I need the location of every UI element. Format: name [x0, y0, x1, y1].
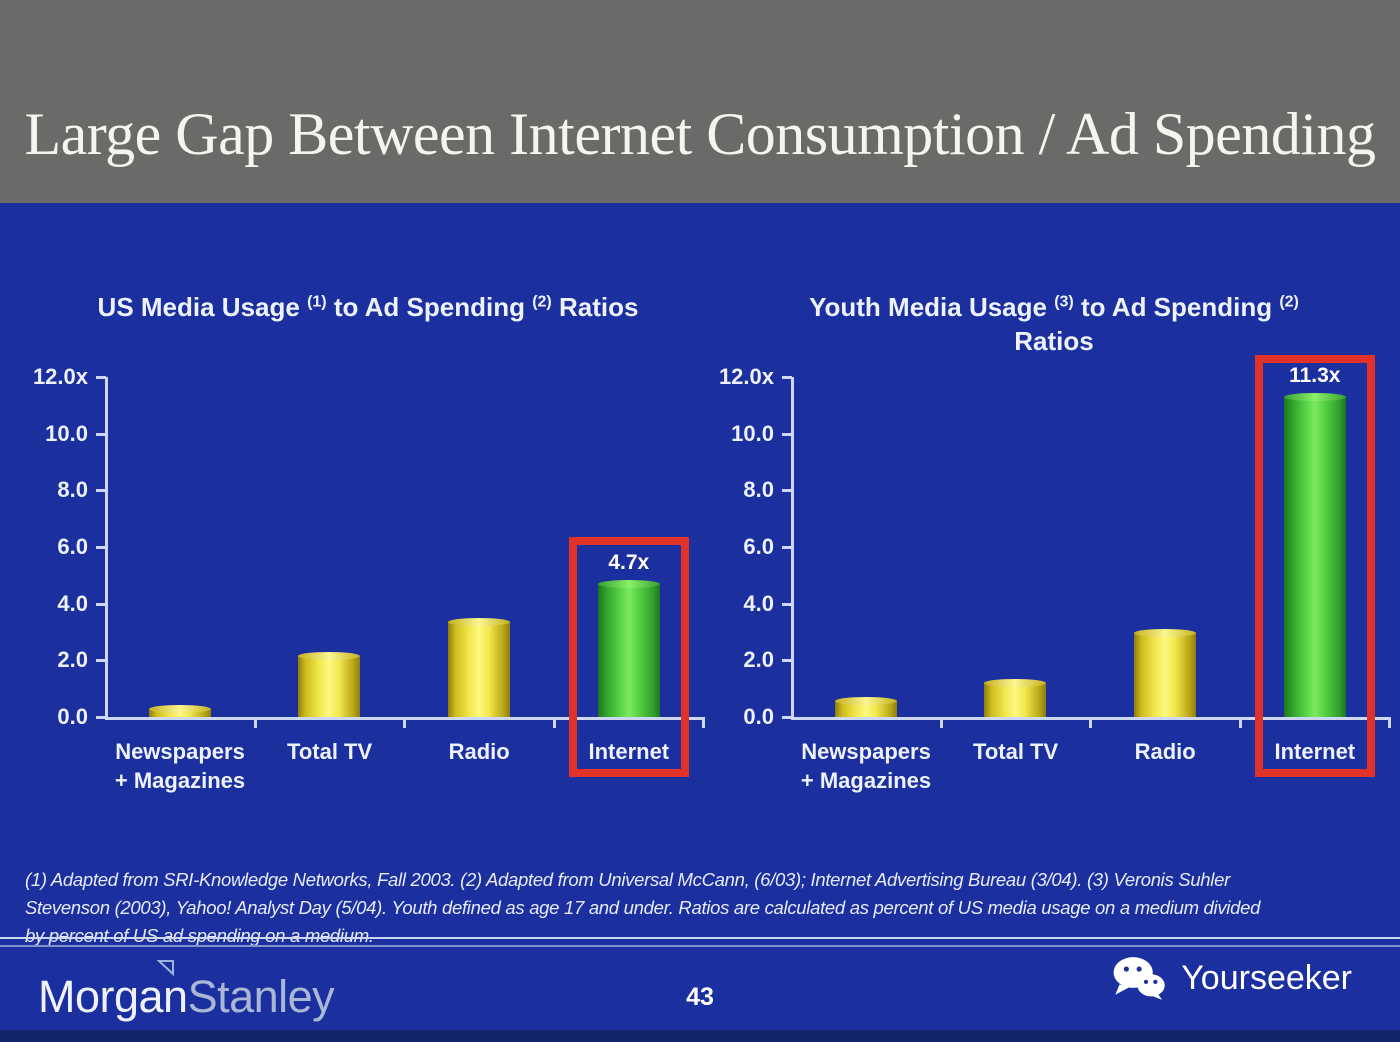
y-axis-tick	[782, 376, 792, 379]
chart-title-text: to Ad Spending	[1073, 292, 1280, 322]
footnote-line: by percent of US ad spending on a medium…	[25, 925, 374, 946]
footnote-line: Stevenson (2003), Yahoo! Analyst Day (5/…	[25, 897, 1261, 918]
y-axis-tick	[96, 659, 106, 663]
category-label: Internet	[588, 739, 670, 764]
chart-title-superscript: (2)	[532, 293, 552, 311]
category-label: Total TV	[287, 739, 373, 764]
chart-title: Youth Media Usage (3) to Ad Spending (2)…	[716, 290, 1392, 358]
y-axis-tick	[96, 489, 106, 493]
y-tick-label: 0.0	[57, 704, 88, 729]
bar-value-label: 11.3x	[1289, 363, 1341, 387]
us-media-chart: US Media Usage (1) to Ad Spending (2) Ra…	[30, 282, 706, 807]
category-label: Internet	[1274, 739, 1356, 764]
footnote: (1) Adapted from SRI-Knowledge Networks,…	[25, 866, 1385, 950]
bar-total-tv	[298, 652, 361, 717]
y-axis-tick	[782, 659, 792, 663]
y-tick-label: 0.0	[743, 704, 774, 729]
y-axis-tick	[96, 376, 106, 379]
chart-title-text: Ratios	[551, 292, 639, 322]
y-tick-label: 8.0	[743, 477, 774, 503]
chart-title-text: Ratios	[1014, 326, 1094, 356]
page-number: 43	[686, 983, 714, 1011]
y-tick-label: 6.0	[57, 534, 88, 559]
x-axis-tick	[1388, 717, 1392, 728]
x-axis-tick	[702, 717, 706, 728]
y-axis-tick	[96, 432, 106, 436]
y-axis-tick	[782, 716, 792, 719]
y-tick-label: 2.0	[57, 647, 88, 673]
y-tick-label: 2.0	[743, 647, 774, 673]
brand-morgan: Morgan	[38, 971, 188, 1022]
footnote-line: (1) Adapted from SRI-Knowledge Networks,…	[25, 869, 1230, 890]
bar-radio	[448, 618, 510, 717]
chart-title-text: US Media Usage	[97, 292, 308, 322]
y-tick-label: 12.0x	[718, 364, 774, 389]
bar-internet	[1283, 392, 1346, 717]
chart-title-superscript: (1)	[307, 293, 327, 311]
chart-title: US Media Usage (1) to Ad Spending (2) Ra…	[30, 290, 706, 324]
y-tick-label: 10.0	[731, 420, 774, 446]
chart-title-superscript: (2)	[1279, 293, 1299, 311]
chart-title-superscript: (3)	[1054, 293, 1074, 311]
x-axis-tick	[403, 717, 407, 728]
y-tick-label: 8.0	[57, 477, 88, 503]
category-label: Radio	[448, 739, 510, 764]
wechat-icon	[1113, 957, 1165, 1000]
y-axis-tick	[96, 602, 106, 606]
y-tick-label: 4.0	[57, 590, 88, 616]
y-axis-tick	[782, 489, 792, 493]
footer-separator	[0, 937, 1400, 947]
chart-title-text: to Ad Spending	[326, 292, 533, 322]
category-label: Newspapers + Magazines	[800, 739, 932, 793]
y-axis-tick	[782, 602, 792, 606]
bar-total-tv	[984, 679, 1047, 717]
bar-internet	[597, 579, 660, 717]
y-axis-tick	[96, 716, 106, 719]
bar-value-label: 4.7x	[608, 550, 650, 574]
youth-media-chart: Youth Media Usage (3) to Ad Spending (2)…	[716, 282, 1392, 807]
category-label: Radio	[1134, 739, 1196, 764]
bar-newspapers	[834, 697, 897, 717]
yourseeker-watermark: Yourseeker	[1111, 955, 1352, 1002]
y-axis-line	[105, 377, 108, 720]
brand-stanley: Stanley	[187, 971, 335, 1022]
x-axis-tick	[552, 717, 556, 728]
y-tick-label: 12.0x	[32, 364, 88, 389]
y-tick-label: 4.0	[743, 590, 774, 616]
highlight-box	[568, 537, 689, 777]
y-axis-line	[791, 377, 794, 720]
plot-area: 12.0x 10.0 8.0 6.0 4.0 2.0 0.0 Newspapers + Maga…	[716, 354, 1392, 807]
chart-title-text: Youth Media Usage	[809, 292, 1055, 322]
bar-newspapers	[148, 704, 211, 717]
y-axis-tick	[782, 546, 792, 549]
bottom-accent-strip	[0, 1030, 1400, 1042]
title-band: Large Gap Between Internet Consumption /…	[0, 0, 1400, 203]
y-tick-label: 6.0	[743, 534, 774, 559]
y-tick-label: 10.0	[45, 420, 88, 446]
plot-area: 12.0x 10.0 8.0 6.0 4.0 2.0 0.0 Newspapers + Maga…	[30, 364, 706, 807]
slide-title: Large Gap Between Internet Consumption /…	[24, 101, 1376, 167]
x-axis-tick	[253, 717, 257, 728]
bar-radio	[1134, 629, 1196, 717]
x-axis-tick	[939, 717, 943, 728]
x-axis-tick	[1089, 717, 1093, 728]
yourseeker-label: Yourseeker	[1181, 959, 1352, 997]
y-axis-tick	[96, 546, 106, 549]
highlight-box	[1254, 354, 1375, 777]
category-label: Newspapers + Magazines	[114, 739, 246, 793]
y-axis-tick	[782, 432, 792, 436]
ms-flag-icon	[157, 960, 174, 976]
x-axis-tick	[1238, 717, 1242, 728]
footer: MorganStanley 43 Yourseeker	[0, 945, 1400, 1030]
category-label: Total TV	[973, 739, 1059, 764]
morgan-stanley-logo: MorganStanley	[38, 960, 335, 1022]
